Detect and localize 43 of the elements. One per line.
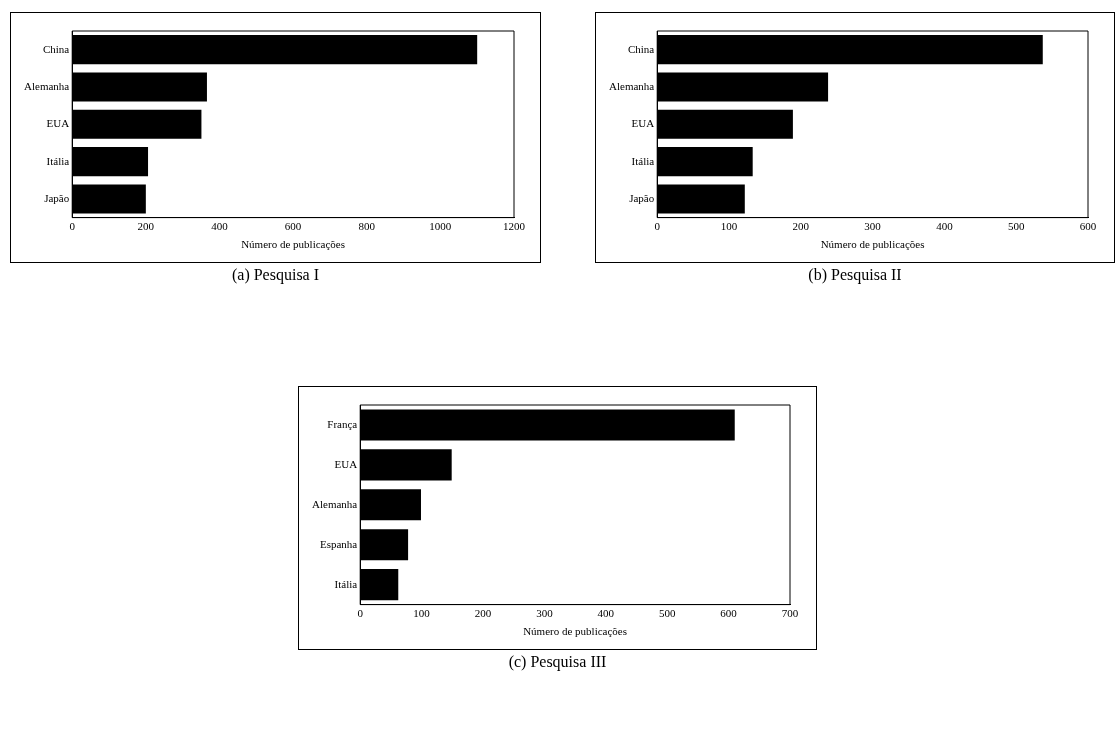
y-tick-label: EUA xyxy=(631,117,655,130)
y-tick-label: Japão xyxy=(629,191,655,204)
y-tick-label: Itália xyxy=(46,154,70,167)
y-tick-label: Alemanha xyxy=(24,79,70,92)
x-tick-label: 1000 xyxy=(429,220,452,233)
x-tick-label: 600 xyxy=(720,607,738,620)
x-tick-label: 500 xyxy=(658,607,676,620)
x-tick-label: 300 xyxy=(536,607,554,620)
y-tick-label: EUA xyxy=(46,117,70,130)
x-tick-label: 300 xyxy=(864,220,882,233)
x-axis-title: Número de publicações xyxy=(523,625,628,638)
y-tick-label: Itália xyxy=(631,154,655,167)
text: (b) Pesquisa II xyxy=(807,266,903,284)
y-tick-label: Alemanha xyxy=(609,79,655,92)
x-tick-label: 0 xyxy=(357,607,364,620)
x-tick-label: 700 xyxy=(781,607,799,620)
y-tick-label: China xyxy=(42,42,70,55)
x-tick-label: 200 xyxy=(137,220,155,233)
y-tick-label: Alemanha xyxy=(312,497,358,510)
y-tick-label: China xyxy=(627,42,655,55)
x-tick-label: 600 xyxy=(1079,220,1097,233)
x-tick-label: 0 xyxy=(69,220,76,233)
y-tick-label: França xyxy=(327,417,358,430)
x-tick-label: 200 xyxy=(474,607,492,620)
x-axis-title: Número de publicações xyxy=(241,238,346,251)
text: (a) Pesquisa I xyxy=(230,266,321,284)
y-tick-label: EUA xyxy=(334,457,358,470)
x-tick-label: 200 xyxy=(792,220,810,233)
text: (c) Pesquisa III xyxy=(507,653,608,671)
x-tick-label: 400 xyxy=(211,220,229,233)
x-tick-label: 500 xyxy=(1007,220,1025,233)
x-axis-title: Número de publicações xyxy=(820,238,925,251)
x-tick-label: 0 xyxy=(654,220,661,233)
y-tick-label: Itália xyxy=(334,577,358,590)
x-tick-label: 100 xyxy=(720,220,738,233)
x-tick-label: 800 xyxy=(358,220,376,233)
x-tick-label: 400 xyxy=(936,220,954,233)
y-tick-label: Japão xyxy=(44,191,70,204)
x-tick-label: 100 xyxy=(413,607,431,620)
y-tick-label: Espanha xyxy=(319,537,358,550)
x-tick-label: 1200 xyxy=(503,220,526,233)
x-tick-label: 400 xyxy=(597,607,615,620)
x-tick-label: 600 xyxy=(284,220,302,233)
